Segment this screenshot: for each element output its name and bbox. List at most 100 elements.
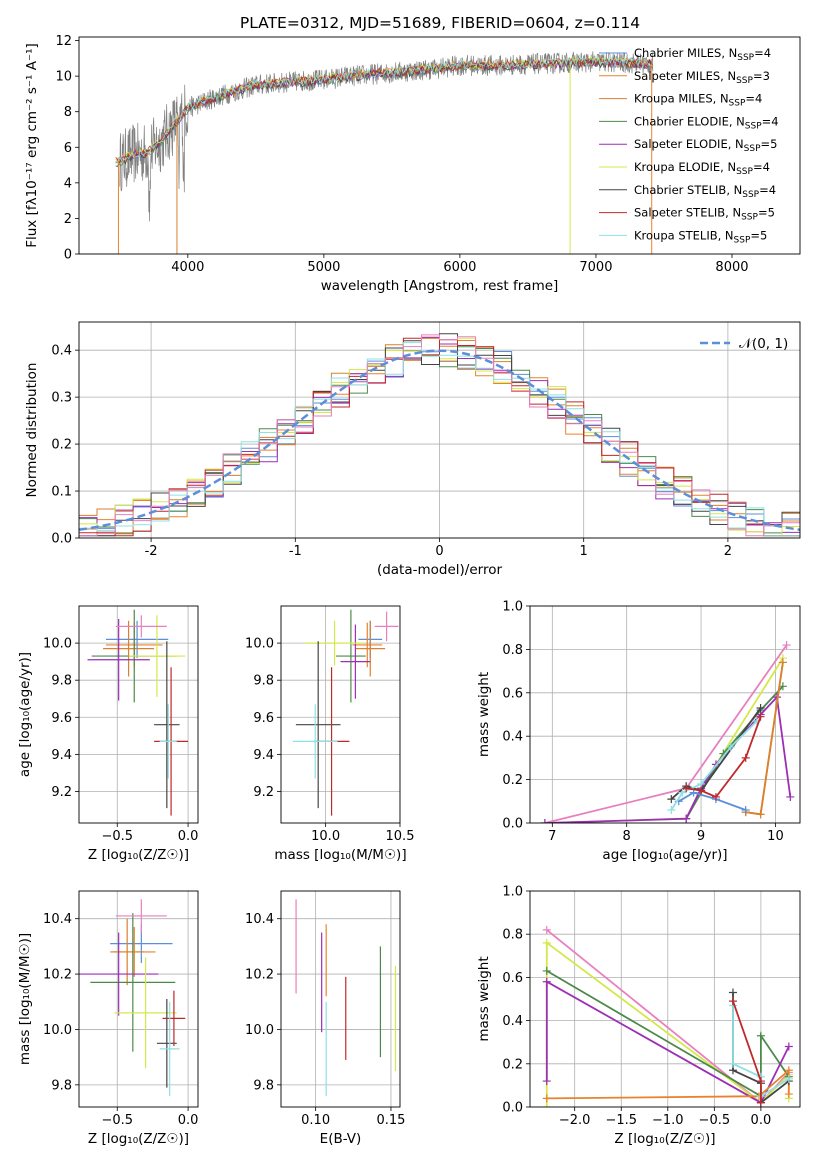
- mass-weight-marker: [784, 1066, 793, 1075]
- y-tick-label: 1.0: [502, 885, 523, 900]
- mass-weight-marker: [542, 977, 551, 986]
- y-tick-label: 10.0: [43, 637, 72, 652]
- y-axis-label: age [log₁₀(age/yr)]: [17, 652, 33, 777]
- mass-weight-marker: [741, 753, 750, 762]
- x-axis-label: wavelength [Angstrom, rest frame]: [321, 278, 559, 294]
- x-tick-label: 5000: [307, 260, 340, 275]
- panel-1: -2 -1 0 1 2 0.0 0.1 0.2 0.3 0.4 (data-model)/error…: [24, 321, 801, 578]
- y-tick-label: 10.0: [245, 637, 274, 652]
- mass-weight-marker: [784, 1090, 793, 1099]
- panel-2: −0.5 0.0 9.2 9.4 9.6 9.8 10.0 Z [log₁₀(Z/Z☉)] ag…: [17, 605, 199, 863]
- model-spectrum-salp_stelib: [115, 57, 654, 164]
- y-tick-label: 0.6: [502, 971, 523, 986]
- y-tick-label: 4: [64, 176, 72, 191]
- x-tick-label: 10: [767, 829, 784, 844]
- x-tick-label: 0.0: [178, 1113, 199, 1128]
- x-tick-label: 0.15: [376, 1113, 405, 1128]
- axes-frame: [280, 890, 401, 1108]
- mass-weight-marker: [786, 792, 795, 801]
- mass-weight-marker: [682, 784, 691, 793]
- legend-entry: Kroupa STELIB, NSSP=5: [634, 228, 767, 245]
- y-tick-label: 0.2: [502, 773, 523, 788]
- mass-weight-marker: [542, 1094, 551, 1103]
- mass-weight-marker: [778, 658, 787, 667]
- x-tick-label: 6000: [443, 260, 476, 275]
- x-axis-label: (data-model)/error: [377, 562, 503, 578]
- plot-area: [530, 606, 800, 823]
- plot-area: [79, 606, 198, 823]
- legend: Chabrier MILES, NSSP=4 Salpeter MILES, NS…: [599, 46, 779, 245]
- mass-weight-line: [544, 657, 784, 823]
- y-tick-label: 0.0: [502, 1101, 523, 1116]
- y-axis-label: mass weight: [476, 956, 492, 1041]
- y-tick-label: 1.0: [502, 600, 523, 615]
- mass-weight-marker: [542, 925, 551, 934]
- mass-weight-marker: [667, 795, 676, 804]
- mass-weight-marker: [741, 805, 750, 814]
- legend-entry: Salpeter STELIB, NSSP=5: [634, 206, 775, 223]
- mass-weight-marker: [784, 1042, 793, 1051]
- histogram-pink: [79, 334, 800, 537]
- plot-area: [281, 606, 400, 823]
- x-tick-label: −0.5: [101, 1113, 133, 1128]
- plot-area: [79, 51, 654, 254]
- mass-weight-marker: [756, 810, 765, 819]
- x-axis-label: mass [log₁₀(M/M☉)]: [274, 847, 406, 863]
- y-tick-label: 10.0: [245, 1023, 274, 1038]
- y-tick-label: 9.4: [51, 748, 72, 763]
- axes-frame: [529, 605, 801, 824]
- y-tick-label: 10.0: [43, 1023, 72, 1038]
- y-tick-label: 0.6: [502, 686, 523, 701]
- x-tick-label: 4000: [171, 260, 204, 275]
- y-tick-label: 0.2: [51, 438, 72, 453]
- panel-5: −0.5 0.0 9.8 10.0 10.2 10.4 Z [log₁₀(Z/Z☉)] mas…: [17, 890, 199, 1147]
- mass-weight-marker: [542, 966, 551, 975]
- y-tick-label: 6: [64, 141, 72, 156]
- y-tick-label: 10: [55, 70, 72, 85]
- y-axis-label: Normed distribution: [24, 363, 40, 498]
- axes-frame: [78, 36, 801, 255]
- legend-entry: Chabrier ELODIE, NSSP=4: [634, 114, 779, 131]
- x-tick-label: 7: [548, 829, 556, 844]
- y-tick-label: 8: [64, 105, 72, 120]
- y-tick-label: 9.2: [51, 785, 72, 800]
- axes-frame: [529, 890, 801, 1108]
- mass-weight-marker: [667, 805, 676, 814]
- x-tick-label: 2: [724, 544, 732, 559]
- y-tick-label: 0.0: [502, 817, 523, 832]
- x-tick-label: 10.5: [386, 829, 415, 844]
- y-tick-label: 10.2: [43, 968, 72, 983]
- y-tick-label: 9.8: [51, 674, 72, 689]
- mass-weight-marker: [728, 997, 737, 1006]
- mass-weight-marker: [678, 788, 687, 797]
- mass-weight-marker: [682, 814, 691, 823]
- legend-entry: Chabrier MILES, NSSP=4: [634, 46, 771, 63]
- axes-frame: [78, 605, 199, 824]
- mass-weight-marker: [756, 712, 765, 721]
- y-tick-label: 0.2: [502, 1057, 523, 1072]
- y-tick-label: 0.3: [51, 391, 72, 406]
- legend-entry: Chabrier STELIB, NSSP=4: [634, 183, 776, 200]
- x-tick-label: 8: [623, 829, 631, 844]
- plot-area: [79, 322, 800, 538]
- x-tick-label: −0.5: [699, 1113, 731, 1128]
- x-tick-label: −1.0: [652, 1113, 684, 1128]
- mass-weight-marker: [726, 743, 735, 752]
- legend-entry: Kroupa MILES, NSSP=4: [634, 92, 762, 109]
- x-tick-label: 0: [435, 544, 443, 559]
- x-tick-label: 9: [697, 829, 705, 844]
- x-axis-label: Z [log₁₀(Z/Z☉)]: [88, 847, 189, 863]
- y-tick-label: 10.4: [245, 912, 274, 927]
- x-tick-label: 0.0: [751, 1113, 772, 1128]
- x-tick-label: 1: [580, 544, 588, 559]
- y-tick-label: 0.4: [51, 344, 72, 359]
- mass-weight-marker: [784, 1074, 793, 1083]
- mass-weight-marker: [697, 786, 706, 795]
- mass-weight-line: [544, 695, 792, 823]
- x-tick-label: −2.0: [559, 1113, 591, 1128]
- y-tick-label: 9.8: [253, 674, 274, 689]
- y-tick-label: 0.1: [51, 485, 72, 500]
- panel-0: 4000 5000 6000 7000 8000 0 2 4 6 8 10 12 wavelength …: [24, 14, 801, 294]
- x-axis-label: E(B-V): [320, 1131, 362, 1147]
